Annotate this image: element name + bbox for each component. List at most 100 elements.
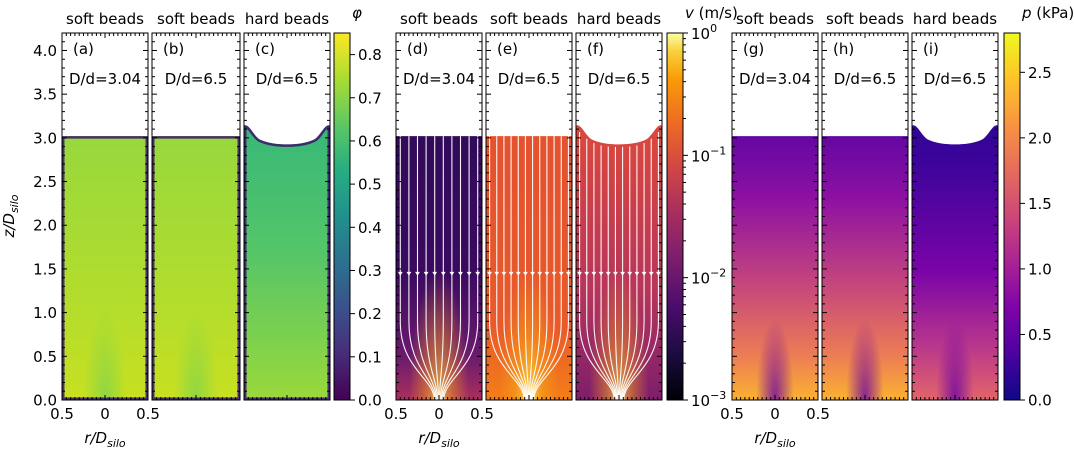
streamline [529,136,541,400]
streamline-arrow [544,271,550,276]
streamline-arrow [627,271,633,276]
streamline-arrow [584,271,590,276]
colorbar-tick-label: 10−3 [691,389,726,410]
streamline [619,146,631,401]
colorbar-gradient [666,32,684,401]
streamline [434,136,440,400]
y-tick-label: 3.5 [33,86,57,104]
streamline-arrow [487,271,492,276]
streamline-arrow [551,271,557,276]
y-tick-label: 0.0 [33,392,57,410]
streamline [531,136,555,400]
colorbar-tick-label: 0.8 [358,46,382,64]
colorbar-tick-label: 0.4 [358,219,382,237]
size-ratio-label: D/d=6.5 [924,70,987,88]
panel-title: soft beads [157,10,235,28]
panel-group-v: soft beads (d) D/d=3.04 soft beads (e) D/d=6.… [384,4,738,450]
colorbar-tick-label: 0.0 [358,392,382,410]
colorbar-tick-label: 10−1 [691,144,726,165]
streamline-arrow [423,271,429,276]
streamline-arrow [449,271,455,276]
panel-g: soft beads (g) D/d=3.04 [731,10,819,401]
size-ratio-label: D/d=3.04 [69,70,141,88]
x-tick-label: 0.5 [384,405,408,423]
streamline [442,136,470,400]
streamline-arrow [598,271,604,276]
colorbar-p: 0.0 0.5 1.0 1.5 2.0 2.5 p (kPa) [1003,4,1074,410]
x-tick-label: 0.5 [50,405,74,423]
field-outlet-region [912,125,998,400]
panel-label: (h) [833,40,854,58]
x-tick-label: 0 [434,405,444,423]
streamline-arrow [641,271,647,276]
x-tick-label: 0.5 [470,405,494,423]
field-outlet-region [62,136,148,400]
y-tick-label: 2.5 [33,173,57,191]
y-tick-label: 2.0 [33,217,57,235]
colorbar-tick-label: 0.3 [358,262,382,280]
colorbar-tick-label: 1.5 [1028,195,1052,213]
x-axis-label: r/Dsilo [418,429,460,450]
y-tick-label: 1.5 [33,260,57,278]
streamline-arrow [458,271,463,276]
field-outlet-region [152,136,240,400]
panel-title: soft beads [490,10,568,28]
colorbar-tick-label: 2.0 [1028,129,1052,147]
streamline [600,145,618,401]
streamline [530,136,548,400]
streamline-arrow [558,271,564,276]
field-outlet-region [576,125,662,400]
panel-title: hard beads [913,10,997,28]
y-tick-label: 3.0 [33,129,57,147]
y-axis: 0.0 0.5 1.0 1.5 2.0 2.5 3.0 3.5 4.0 z/Dsilo [0,42,57,410]
streamline [438,136,444,400]
panel-b: soft beads (b) D/d=6.5 [151,10,241,401]
field-outlet-region [822,136,908,400]
panel-a: soft beads (a) D/d=3.04 [61,10,149,401]
streamline-arrow [508,271,514,276]
panel-label: (g) [743,40,764,58]
size-ratio-label: D/d=6.5 [256,70,319,88]
colorbar-title: p (kPa) [1021,4,1074,22]
streamline [443,136,479,400]
panel-c: hard beads (c) D/d=6.5 [243,10,331,401]
streamline [622,138,652,401]
y-tick-label: 4.0 [33,42,57,60]
streamline-arrow [634,271,640,276]
streamline-arrow [530,271,535,276]
streamline [621,143,645,401]
streamline [517,136,529,400]
panel-f: hard beads (f) D/d=6.5 [575,10,663,401]
x-tick-label: 0.5 [720,405,744,423]
colorbar-tick-label: 0.6 [358,132,382,150]
panel-group-phi: soft beads (a) D/d=3.04 soft beads (b) D/d=6.… [50,4,382,450]
streamline [528,136,534,400]
colorbar-phi: 0.0 0.1 0.2 0.3 0.4 0.5 0.6 0.7 0.8 φ [333,4,382,410]
panel-label: (e) [497,40,518,58]
streamline-arrow [397,271,403,276]
streamline [620,145,638,401]
size-ratio-label: D/d=6.5 [588,70,651,88]
colorbar-tick-label: 0.1 [358,348,382,366]
field-outlet-region [396,136,482,400]
streamline [496,136,526,400]
streamline-arrow [415,271,420,276]
streamline-arrow [440,271,446,276]
colorbar-tick-label: 100 [691,22,717,43]
colorbar-tick-label: 1.0 [1028,260,1052,278]
panel-label: (b) [163,40,184,58]
y-tick-label: 0.5 [33,348,57,366]
streamline-arrow [406,271,412,276]
x-tick-label: 0.5 [806,405,830,423]
panel-label: (d) [407,40,428,58]
streamline-arrow [466,271,472,276]
x-axis-label: r/Dsilo [754,429,796,450]
streamline [425,136,439,400]
panel-label: (f) [587,40,604,58]
panel-title: hard beads [577,10,661,28]
size-ratio-label: D/d=6.5 [834,70,897,88]
panel-i: hard beads (i) D/d=6.5 [911,10,999,401]
colorbar-v: 100 10−1 10−2 10−3 v (m/s) [666,4,738,410]
panel-title: soft beads [826,10,904,28]
